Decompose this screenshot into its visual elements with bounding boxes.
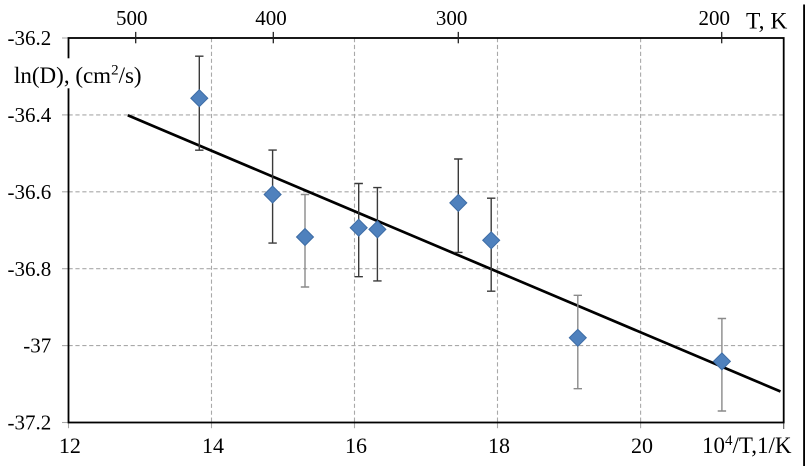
svg-text:14: 14 (202, 433, 224, 458)
svg-text:T, K: T, K (746, 8, 787, 34)
svg-text:104/T,1/K: 104/T,1/K (702, 433, 792, 458)
svg-text:-36.8: -36.8 (8, 257, 52, 281)
svg-text:-37.2: -37.2 (8, 410, 52, 434)
svg-text:20: 20 (631, 433, 653, 458)
svg-text:-36.2: -36.2 (8, 26, 52, 50)
svg-text:12: 12 (59, 433, 81, 458)
svg-text:400: 400 (255, 6, 287, 30)
svg-text:300: 300 (436, 6, 468, 30)
svg-text:-36.6: -36.6 (8, 180, 52, 204)
svg-text:ln(D), (cm2/s): ln(D), (cm2/s) (14, 63, 142, 89)
svg-text:-37: -37 (23, 334, 51, 358)
svg-text:-36.4: -36.4 (8, 103, 52, 127)
svg-text:18: 18 (488, 433, 510, 458)
svg-text:200: 200 (699, 6, 731, 30)
svg-text:16: 16 (345, 433, 367, 458)
svg-text:500: 500 (116, 6, 148, 30)
